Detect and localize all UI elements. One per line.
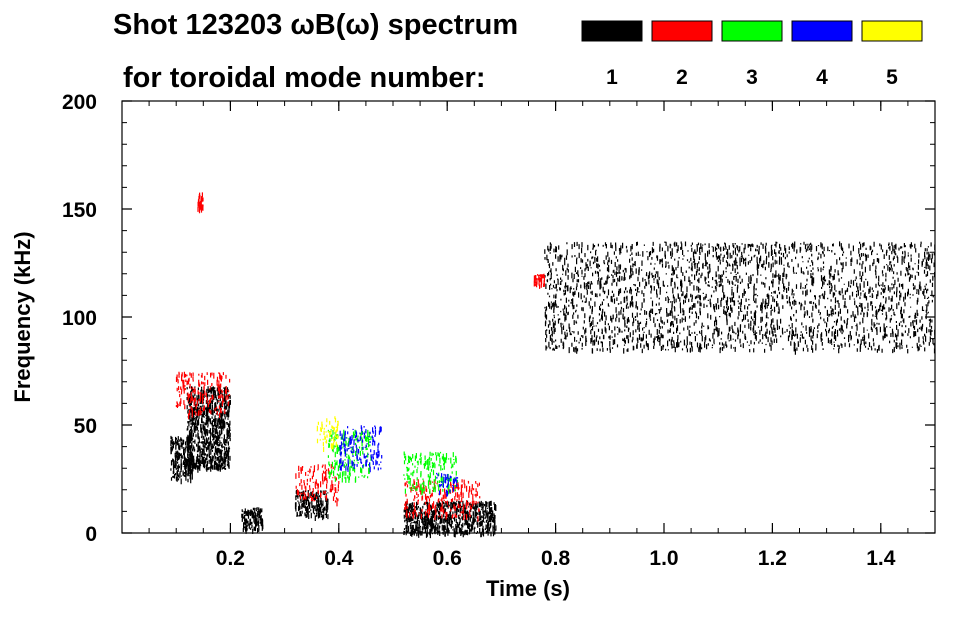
major-ticks — [122, 100, 935, 534]
legend-label-2: 2 — [676, 66, 688, 89]
series-4-region-1 — [339, 425, 383, 473]
series-2 — [175, 192, 545, 522]
x-tick-label-1: 0.2 — [216, 547, 245, 570]
minor-ticks — [122, 101, 935, 533]
legend-label-5: 5 — [886, 66, 898, 89]
legend-label-4: 4 — [816, 66, 828, 89]
chart-title-line1: Shot 123203 ωB(ω) spectrum — [113, 9, 518, 41]
series-2-region-3 — [295, 464, 340, 507]
series-2-region-2 — [197, 192, 204, 214]
y-tick-label-4: 150 — [62, 199, 97, 222]
legend-swatch-1 — [581, 20, 643, 42]
series-1-region-4 — [294, 489, 329, 521]
chart-title-line2: for toroidal mode number: — [123, 62, 486, 94]
x-tick-label-7: 1.4 — [866, 547, 896, 570]
series-4-region-2 — [436, 472, 459, 497]
y-tick-label-1: 0 — [85, 523, 97, 546]
series-3-region-2 — [403, 451, 458, 496]
y-tick-label-3: 100 — [62, 307, 97, 330]
plot-frame — [121, 100, 936, 534]
series-1-region-5 — [403, 500, 497, 539]
y-tick-label-2: 50 — [74, 415, 97, 438]
legend-swatch-4 — [791, 20, 853, 42]
legend: 1 2 3 4 5 — [581, 20, 923, 89]
legend-swatch-2 — [651, 20, 713, 42]
series-5-region-1 — [316, 416, 339, 452]
legend-swatch-3 — [721, 20, 783, 42]
data-layer — [170, 192, 936, 539]
series-2-region-5 — [533, 273, 545, 289]
series-1 — [170, 241, 936, 539]
y-tick-label-5: 200 — [62, 91, 97, 114]
legend-label-3: 3 — [746, 66, 758, 89]
x-tick-label-4: 0.8 — [541, 547, 571, 570]
legend-swatch-5 — [861, 20, 923, 42]
series-2-region-1 — [175, 371, 231, 420]
x-tick-label-6: 1.2 — [758, 547, 787, 570]
x-tick-label-2: 0.4 — [324, 547, 354, 570]
axis-ticks: 0.2 0.4 0.6 0.8 1.0 1.2 1.4 0 50 100 150 200 — [62, 91, 935, 570]
series-1-region-6 — [544, 241, 936, 355]
x-tick-label-5: 1.0 — [649, 547, 678, 570]
y-axis-title: Frequency (kHz) — [10, 231, 35, 402]
series-1-region-3 — [241, 507, 264, 534]
series-1-region-2 — [186, 386, 231, 473]
series-5 — [316, 416, 339, 452]
x-axis-title: Time (s) — [486, 576, 570, 601]
legend-label-1: 1 — [606, 66, 618, 89]
series-4 — [339, 425, 459, 497]
x-tick-label-3: 0.6 — [433, 547, 462, 570]
